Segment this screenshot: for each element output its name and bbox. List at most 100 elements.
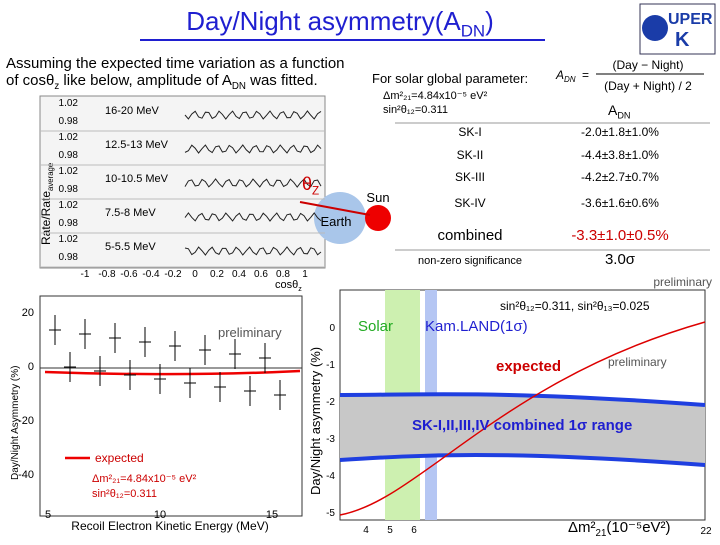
slide-title-part: ) xyxy=(485,6,494,36)
zenith-trace xyxy=(184,178,322,188)
zenith-frame xyxy=(39,95,326,269)
param-text: sin²θ₁₂=0.311, sin²θ₁₃=0.025 xyxy=(500,299,650,313)
logo-text: K xyxy=(675,29,690,51)
y-tick-label: 1.02 xyxy=(59,200,79,211)
global-sin: sin²θ₁₂=0.311 xyxy=(383,104,448,116)
row-label: non-zero significance xyxy=(418,255,522,267)
zenith-trace xyxy=(184,212,322,222)
expected-curve xyxy=(44,369,301,376)
theta-label-part: θ xyxy=(302,174,312,194)
x-tick-label: -1 xyxy=(81,269,90,280)
formula-part: A xyxy=(555,68,564,82)
x-axis-label-part: 21 xyxy=(596,528,607,539)
x-tick-label: -0.4 xyxy=(142,269,160,280)
intro-line-part: z xyxy=(54,81,59,92)
slide-title: Day/Night asymmetry(ADN) xyxy=(186,6,494,41)
param-text: sin²θ₁₂=0.311 xyxy=(92,488,157,500)
x-tick-label: 4 xyxy=(363,525,369,536)
y-tick-label: 20 xyxy=(22,307,34,319)
slide-title-part: DN xyxy=(461,22,485,41)
expected-curve xyxy=(339,321,706,516)
earth-label: Earth xyxy=(320,214,351,229)
logo-mark xyxy=(642,15,668,41)
x-tick-label: 0.4 xyxy=(232,269,246,280)
x-tick-label: 0.8 xyxy=(276,269,290,280)
x-axis-label-part: Δm² xyxy=(568,519,596,536)
x-tick-label: 5 xyxy=(387,525,393,536)
zenith-trace xyxy=(184,246,322,256)
panel-label: 16-20 MeV xyxy=(105,105,159,117)
global-label: For solar global parameter: xyxy=(372,71,528,86)
y-tick-label: 1.02 xyxy=(59,132,79,143)
y-axis-label: Day/Night Asymmetry (%) xyxy=(10,366,21,480)
row-label: combined xyxy=(437,227,502,244)
intro-line-part: DN xyxy=(232,81,246,92)
y-axis-label-part: average xyxy=(46,163,55,191)
layout xyxy=(39,3,716,521)
intro-line: Assuming the expected time variation as … xyxy=(6,55,345,72)
intro-line-part: of cosθ xyxy=(6,72,54,89)
param-text: Δm²₂₁=4.84x10⁻⁵ eV² xyxy=(92,473,197,485)
row-value: -3.3±1.0±0.5% xyxy=(571,227,668,244)
table-header: ADN xyxy=(608,102,630,121)
theta-label: θZ xyxy=(302,174,319,198)
x-axis-label: cosθz xyxy=(275,279,302,293)
y-tick-label: 0.98 xyxy=(59,252,79,263)
y-tick-label: 0 xyxy=(28,361,34,373)
x-tick-label: 15 xyxy=(266,509,278,521)
y-tick-label: -5 xyxy=(326,508,335,519)
x-tick-label: -0.8 xyxy=(98,269,116,280)
panel-label: 10-10.5 MeV xyxy=(105,173,169,185)
formula: ADN xyxy=(555,68,576,84)
x-tick-label: 10 xyxy=(154,509,166,521)
x-axis-label: Recoil Electron Kinetic Energy (MeV) xyxy=(71,519,268,533)
y-tick-label: 0 xyxy=(329,323,335,334)
x-axis-label-part: (10⁻⁵eV²) xyxy=(606,519,670,536)
preliminary: preliminary xyxy=(218,325,282,340)
x-tick-label: 5 xyxy=(45,509,51,521)
intro-line: of cosθz like below, amplitude of ADN wa… xyxy=(6,72,318,92)
band-edge xyxy=(339,453,706,467)
preliminary: preliminary xyxy=(653,275,712,289)
expected-label: expected xyxy=(496,358,561,375)
y-axis-label: Rate/Rateaverage xyxy=(39,163,55,245)
y-tick-label: -2 xyxy=(326,397,335,408)
table-header-part: A xyxy=(608,102,618,118)
formula-eq: = xyxy=(582,68,589,82)
table-header-part: DN xyxy=(617,111,630,121)
x-tick-label: 0.2 xyxy=(210,269,224,280)
zenith-trace xyxy=(184,110,322,120)
logo-text: UPER xyxy=(668,11,713,28)
zenith-trace xyxy=(184,144,322,154)
page-number: 22 xyxy=(700,526,712,537)
sun-label: Sun xyxy=(366,190,389,205)
kamland-label: Kam.LAND(1σ) xyxy=(425,318,528,335)
formula-num: (Day − Night) xyxy=(612,58,683,72)
band-edge xyxy=(339,392,706,407)
x-tick-label: -0.6 xyxy=(120,269,138,280)
y-tick-label: 0.98 xyxy=(59,150,79,161)
row-value: -4.2±2.7±0.7% xyxy=(581,170,659,184)
y-tick-label: 0.98 xyxy=(59,116,79,127)
y-axis-label: Day/Night asymmetry (%) xyxy=(308,347,323,495)
row-value: -2.0±1.8±1.0% xyxy=(581,125,659,139)
y-tick-label: -3 xyxy=(326,434,335,445)
y-tick-label: 1.02 xyxy=(59,166,79,177)
x-tick-label: 1 xyxy=(302,269,308,280)
row-value: -4.4±3.8±1.0% xyxy=(581,148,659,162)
intro-line-part: was fitted. xyxy=(246,72,318,89)
earth xyxy=(314,192,366,244)
y-tick-label: 0.98 xyxy=(59,218,79,229)
x-axis-label-part: z xyxy=(298,285,302,293)
x-tick-label: 0.6 xyxy=(254,269,268,280)
intro-line-part: Assuming the expected time variation as … xyxy=(6,55,345,72)
y-axis-label-part: Rate/Rate xyxy=(39,191,53,245)
preliminary: preliminary xyxy=(608,355,667,369)
y-tick-label: -20 xyxy=(18,415,34,427)
zenith-arrow xyxy=(299,201,371,216)
panel-label: 7.5-8 MeV xyxy=(105,207,156,219)
panel-label: 12.5-13 MeV xyxy=(105,139,169,151)
logo-box xyxy=(639,3,716,55)
